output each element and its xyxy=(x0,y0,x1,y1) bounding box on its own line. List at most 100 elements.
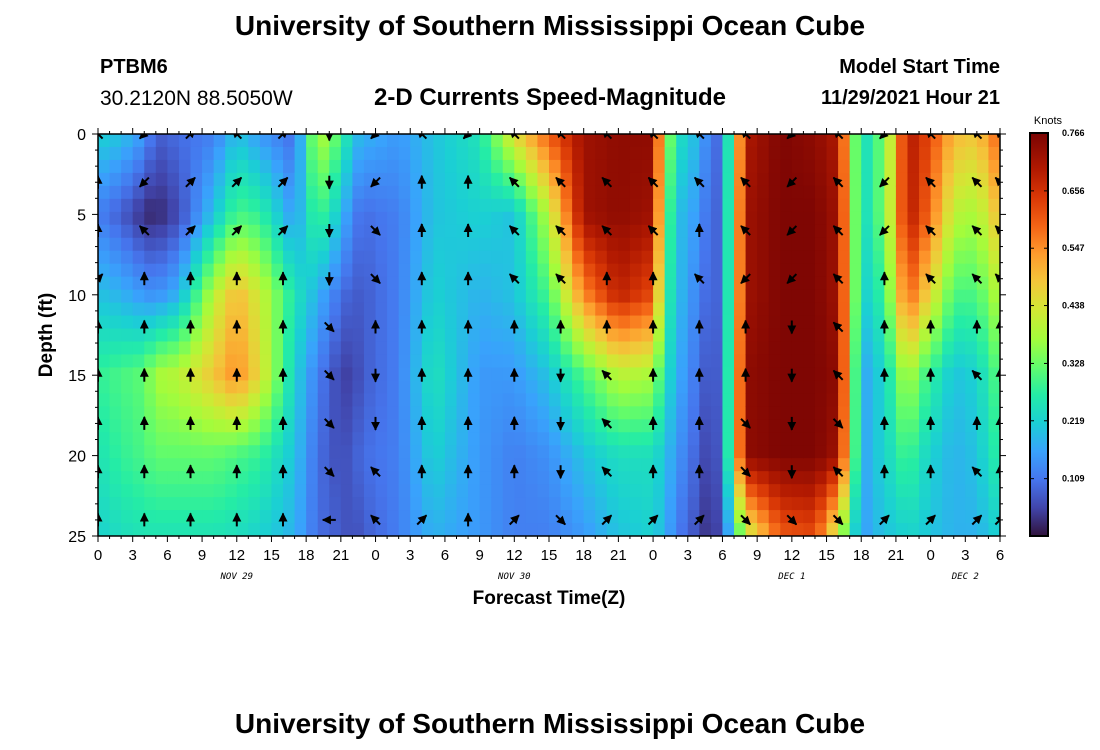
current-vector xyxy=(555,514,566,526)
heatmap-cell xyxy=(491,315,504,330)
heatmap-cell xyxy=(259,302,273,317)
current-vector xyxy=(323,321,335,333)
heatmap-cell xyxy=(710,198,724,213)
heatmap-cell xyxy=(259,185,273,200)
heatmap-cell xyxy=(988,263,1000,278)
heatmap-cell xyxy=(861,367,874,381)
heatmap-cell xyxy=(155,419,168,433)
current-vector xyxy=(994,176,1000,187)
heatmap-cell xyxy=(236,224,249,239)
heatmap-cell xyxy=(491,471,504,485)
heatmap-cell xyxy=(433,134,446,148)
heatmap-cell xyxy=(572,302,585,317)
heatmap-cell xyxy=(953,146,966,161)
heatmap-cell xyxy=(144,432,157,446)
heatmap-cell xyxy=(641,289,654,304)
heatmap-cell xyxy=(387,185,400,200)
heatmap-cell xyxy=(225,315,238,330)
heatmap-cell xyxy=(468,263,481,278)
heatmap-cell xyxy=(826,159,839,174)
heatmap-cell xyxy=(352,523,365,536)
heatmap-cell xyxy=(248,328,261,343)
heatmap-cell xyxy=(595,263,608,278)
heatmap-cell xyxy=(109,471,122,485)
heatmap-cell xyxy=(410,302,423,317)
current-vector xyxy=(786,134,797,140)
heatmap-cell xyxy=(248,484,261,498)
heatmap-cell xyxy=(965,484,978,498)
heatmap-cell xyxy=(676,471,689,485)
heatmap-cell xyxy=(965,432,978,446)
heatmap-cell xyxy=(734,224,747,239)
heatmap-cell xyxy=(410,146,423,161)
heatmap-cell xyxy=(514,419,527,433)
heatmap-cell xyxy=(398,146,411,161)
heatmap-cell xyxy=(271,328,284,343)
heatmap-cell xyxy=(953,367,966,381)
heatmap-cell xyxy=(722,198,735,213)
heatmap-cell xyxy=(791,471,805,485)
current-vector xyxy=(323,466,335,478)
heatmap-cell xyxy=(433,315,446,330)
heatmap-cell xyxy=(317,432,330,446)
heatmap-cell xyxy=(976,380,990,394)
heatmap-cell xyxy=(167,250,180,265)
heatmap-cell xyxy=(202,328,215,343)
heatmap-cell xyxy=(895,315,909,330)
heatmap-cell xyxy=(572,185,585,200)
heatmap-cell xyxy=(213,134,226,148)
heatmap-cell xyxy=(849,432,862,446)
heatmap-cell xyxy=(155,341,168,356)
heatmap-cell xyxy=(664,172,677,187)
heatmap-cell xyxy=(942,250,955,265)
heatmap-cell xyxy=(768,354,781,369)
heatmap-cell xyxy=(375,302,388,317)
heatmap-cell xyxy=(942,328,955,343)
heatmap-cell xyxy=(248,250,261,265)
heatmap-cell xyxy=(98,419,111,433)
heatmap-cell xyxy=(329,134,342,148)
heatmap-cell xyxy=(456,224,469,239)
heatmap-cell xyxy=(884,406,897,420)
heatmap-cell xyxy=(838,523,851,536)
heatmap-cell xyxy=(213,380,226,394)
heatmap-cell xyxy=(202,458,215,472)
heatmap-cell xyxy=(236,341,249,356)
heatmap-cell xyxy=(641,185,654,200)
heatmap-cell xyxy=(213,315,226,330)
heatmap-cell xyxy=(514,315,527,330)
heatmap-cell xyxy=(560,367,573,381)
heatmap-cell xyxy=(803,341,816,356)
heatmap-cell xyxy=(780,146,793,161)
heatmap-cell xyxy=(109,146,122,161)
heatmap-cell xyxy=(144,393,157,407)
heatmap-cell xyxy=(352,315,365,330)
heatmap-cell xyxy=(248,419,261,433)
heatmap-cell xyxy=(872,406,885,420)
heatmap-cell xyxy=(953,341,966,356)
heatmap-cell xyxy=(340,458,354,472)
heatmap-cell xyxy=(525,172,539,187)
heatmap-cell xyxy=(225,146,238,161)
heatmap-cell xyxy=(872,159,885,174)
heatmap-cell xyxy=(768,497,781,511)
heatmap-cell xyxy=(745,523,758,536)
heatmap-cell xyxy=(791,237,805,252)
heatmap-cell xyxy=(734,354,747,369)
heatmap-cell xyxy=(514,406,527,420)
heatmap-cell xyxy=(849,276,862,291)
heatmap-cell xyxy=(907,471,920,485)
heatmap-cell xyxy=(722,263,735,278)
heatmap-cell xyxy=(317,380,330,394)
heatmap-cell xyxy=(757,471,770,485)
heatmap-cell xyxy=(641,341,654,356)
heatmap-cell xyxy=(988,380,1000,394)
y-tick-label: 5 xyxy=(77,207,86,224)
heatmap-cell xyxy=(178,419,192,433)
heatmap-cell xyxy=(803,250,816,265)
current-vector xyxy=(555,176,566,188)
heatmap-cell xyxy=(757,341,770,356)
heatmap-cell xyxy=(965,315,978,330)
heatmap-cell xyxy=(710,523,724,536)
x-tick-label: 15 xyxy=(263,547,280,564)
